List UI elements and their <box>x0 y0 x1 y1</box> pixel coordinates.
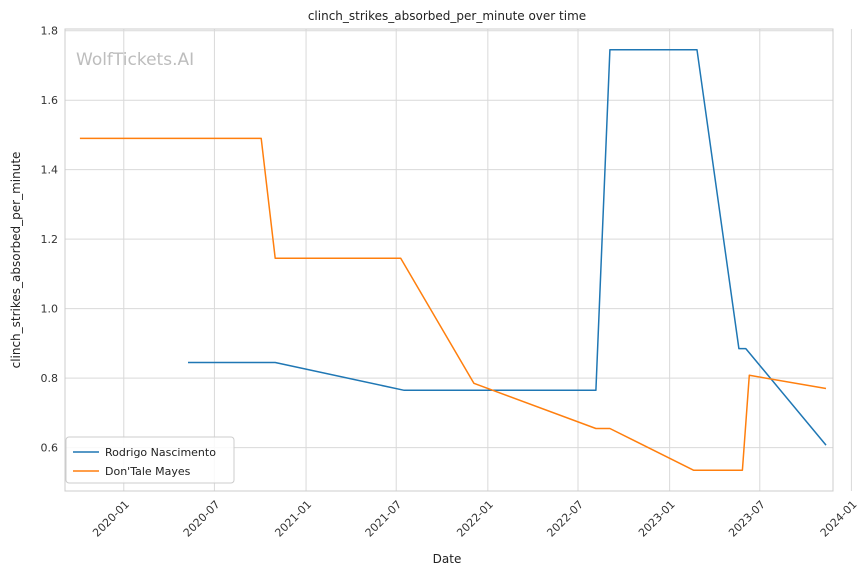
plot-frame <box>64 28 834 492</box>
y-axis-label: clinch_strikes_absorbed_per_minute <box>9 152 23 369</box>
series-line-don-tale-mayes <box>79 137 827 471</box>
x-tick-label: 2022-01 <box>454 498 496 540</box>
y-tick-label: 1.8 <box>41 25 59 38</box>
legend: Rodrigo Nascimento Don'Tale Mayes <box>65 436 235 484</box>
y-tick-label: 1.2 <box>41 233 59 246</box>
x-tick-label: 2020-07 <box>181 498 223 540</box>
legend-label-dontale-mayes: Don'Tale Mayes <box>105 465 191 478</box>
y-axis: 0.6 0.8 1.0 1.2 1.4 1.6 1.8 <box>41 25 59 455</box>
y-tick-label: 1.6 <box>41 94 59 107</box>
series-line-rodrigo-nascimento <box>188 49 827 446</box>
y-tick-label: 1.0 <box>41 303 59 316</box>
y-tick-label: 1.4 <box>41 164 59 177</box>
x-tick-label: 2023-07 <box>726 498 768 540</box>
x-tick-label: 2021-07 <box>363 498 405 540</box>
y-tick-label: 0.8 <box>41 372 59 385</box>
legend-label-rodrigo-nascimento: Rodrigo Nascimento <box>105 446 216 459</box>
plot-background <box>65 29 833 491</box>
grid <box>65 29 852 491</box>
watermark: WolfTickets.AI <box>76 50 194 70</box>
x-tick-label: 2021-01 <box>272 498 314 540</box>
series-group <box>79 49 827 471</box>
y-tick-label: 0.6 <box>41 442 59 455</box>
x-axis-label: Date <box>433 552 462 566</box>
chart-title: clinch_strikes_absorbed_per_minute over … <box>308 9 586 23</box>
x-axis: 2020-01 2020-07 2021-01 2021-07 2022-01 2022-… <box>90 498 859 540</box>
legend-box <box>65 436 235 484</box>
x-tick-label: 2022-07 <box>544 498 586 540</box>
x-tick-label: 2020-01 <box>90 498 132 540</box>
x-tick-label: 2024-01 <box>818 498 860 540</box>
x-tick-label: 2023-01 <box>636 498 678 540</box>
